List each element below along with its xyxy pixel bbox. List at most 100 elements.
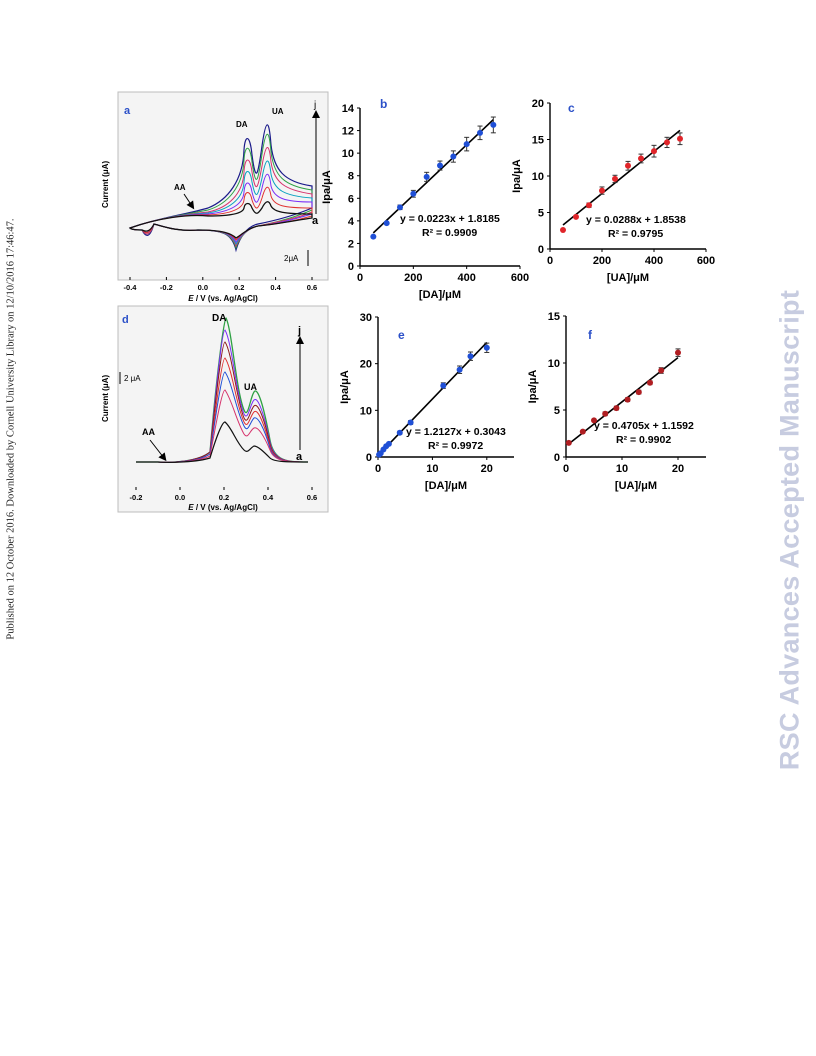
panel-a-xlabel-symbol: E — [188, 294, 194, 303]
y-tick-label: 2 — [348, 238, 354, 250]
cv-traces — [128, 124, 313, 253]
dpv-trace-a — [136, 421, 309, 463]
y-tick-label: 10 — [548, 358, 560, 370]
panel-e-letter: e — [398, 328, 405, 342]
y-tick-label: 30 — [360, 312, 372, 324]
y-tick-label: 12 — [342, 126, 354, 138]
watermark: RSC Advances Accepted Manuscript — [770, 260, 810, 800]
panel-a-ylabel: Current (μA) — [101, 161, 110, 208]
panel-a-xlabel-unit: / V (vs. Ag/AgCl) — [194, 294, 258, 303]
watermark-text: RSC Advances Accepted Manuscript — [774, 289, 805, 771]
r-squared: R² = 0.9909 — [422, 227, 477, 239]
y-tick-label: 15 — [532, 135, 544, 147]
r-squared: R² = 0.9972 — [428, 440, 483, 452]
y-tick-label: 0 — [538, 244, 544, 256]
panel-a-xtick-tick-label: 0.0 — [198, 283, 208, 292]
panel-a-xtick-tick-label: 0.2 — [234, 283, 244, 292]
data-point — [586, 202, 592, 209]
x-tick-label: 0 — [563, 463, 569, 475]
y-tick-label: 4 — [348, 216, 355, 228]
y-tick-label: 15 — [548, 311, 560, 323]
x-tick-label: 600 — [697, 255, 715, 267]
y-tick-label: 8 — [348, 171, 354, 183]
data-point — [440, 382, 447, 389]
panel-a-xtick-tick-label: -0.2 — [160, 283, 173, 292]
regression-equation: y = 0.0288x + 1.8538 — [586, 214, 686, 226]
panel-d-xlabel: E / V (vs. Ag/AgCl) — [188, 503, 258, 512]
panel-d-xtick-tick-label: 0.2 — [219, 493, 229, 502]
y-tick-label: 0 — [554, 452, 560, 464]
data-point — [675, 349, 681, 356]
y-tick-label: 20 — [360, 359, 372, 371]
y-tick-label: 6 — [348, 193, 354, 205]
panel-d-aa-arrow — [149, 439, 167, 462]
data-point — [638, 155, 644, 162]
x-tick-label: 0 — [375, 463, 381, 475]
r-squared: R² = 0.9795 — [608, 228, 663, 240]
data-point — [599, 187, 605, 194]
panel-a-xticks: -0.4 -0.2 0.0 0.2 0.4 0.6 — [124, 277, 317, 292]
panel-d-xticks: -0.2 0.0 0.2 0.4 0.6 — [130, 487, 317, 502]
panel-a-xtick-tick-label: -0.4 — [124, 283, 138, 292]
data-point — [658, 367, 665, 374]
panel-e: e 0 10 20 30 0 10 20 [DA]/μM Ipa/μA y = 1.2127x + … — [339, 312, 514, 492]
data-point — [477, 129, 483, 136]
y-axis-label: Ipa/μA — [321, 170, 333, 204]
data-point — [396, 429, 403, 436]
publication-note: Published on 12 October 2016. Downloaded… — [5, 218, 17, 640]
data-point — [591, 417, 597, 424]
panel-d-xtick-tick-label: -0.2 — [130, 493, 143, 502]
x-tick-label: 0 — [357, 272, 363, 284]
x-tick-label: 10 — [426, 463, 438, 475]
data-point — [370, 233, 377, 240]
panel-d-xtick-tick-label: 0.4 — [263, 493, 274, 502]
panel-d-trace-end: j — [297, 325, 301, 337]
x-tick-label: 10 — [616, 463, 628, 475]
y-axis-label: Ipa/μA — [511, 159, 523, 193]
x-tick-label: 400 — [645, 255, 663, 267]
data-point — [467, 353, 474, 360]
x-tick-label: 20 — [481, 463, 493, 475]
regression-equation: y = 0.4705x + 1.1592 — [594, 420, 694, 432]
panel-f-letter: f — [588, 328, 593, 342]
panel-a-peak-aa: AA — [174, 183, 186, 192]
panel-a-peak-ua: UA — [272, 107, 284, 116]
panel-a-frame — [117, 91, 329, 281]
data-point — [647, 379, 653, 386]
y-axis-label: Ipa/μA — [527, 370, 539, 404]
panel-c-letter: c — [568, 101, 575, 115]
cv-trace-a — [128, 201, 313, 239]
panel-a-trace-start: a — [312, 215, 319, 227]
data-point — [560, 227, 566, 234]
data-point — [573, 213, 579, 220]
x-axis-label: [UA]/μM — [615, 480, 657, 492]
panel-d-scale-label: 2 μA — [124, 374, 141, 383]
r-squared: R² = 0.9902 — [616, 434, 671, 446]
y-tick-label: 14 — [342, 103, 355, 115]
y-tick-label: 0 — [348, 261, 354, 273]
data-point — [635, 389, 642, 396]
panel-a-aa-arrow — [183, 193, 195, 210]
data-point — [651, 148, 657, 155]
x-axis-label: [UA]/μM — [607, 272, 649, 284]
figure-canvas: a DA UA AA j a 2μA Current (μA) E / V (v… — [101, 91, 715, 513]
x-axis-label: [DA]/μM — [425, 480, 467, 492]
panel-b: b 0 2 4 6 8 10 12 14 0 200 400 600 [DA]/μM Ipa/μA y = 0… — [321, 97, 529, 301]
regression-equation: y = 0.0223x + 1.8185 — [400, 213, 500, 225]
panel-d-letter: d — [122, 314, 129, 326]
panel-a-scale-label: 2μA — [284, 254, 299, 263]
data-point — [677, 135, 683, 142]
panel-d: d DA UA AA j a 2 μA Current (μA) E / V (… — [101, 305, 329, 513]
panel-d-peak-aa: AA — [142, 427, 155, 437]
x-tick-label: 20 — [672, 463, 684, 475]
data-point — [565, 439, 572, 446]
panel-f: f 0 5 10 15 0 10 20 [UA]/μM Ipa/μA y = 0.4705x + 1… — [527, 311, 706, 492]
data-point — [624, 396, 631, 403]
publication-sidebar: Published on 12 October 2016. Downloaded… — [4, 214, 18, 644]
data-point — [612, 175, 618, 182]
data-point — [602, 410, 609, 417]
panel-d-xlabel-symbol: E — [188, 503, 194, 512]
data-point — [490, 121, 497, 128]
